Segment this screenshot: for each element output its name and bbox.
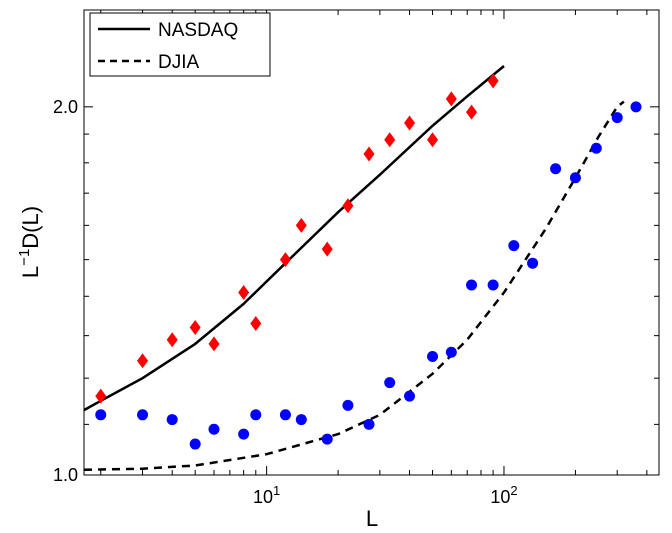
diamond-point: [137, 353, 149, 369]
circle-point: [95, 409, 107, 421]
circle-point: [630, 101, 642, 113]
circle-point: [342, 399, 354, 411]
diamond-point: [363, 146, 375, 162]
legend-nasdaq-label: NASDAQ: [158, 20, 238, 41]
circle-point: [166, 414, 178, 426]
circle-point: [569, 172, 581, 184]
circle-point: [404, 390, 416, 402]
data-points: [95, 73, 642, 450]
circle-point: [238, 428, 250, 440]
circle-point: [445, 346, 457, 358]
diamond-point: [208, 336, 220, 352]
x-tick-label: 102: [490, 483, 517, 507]
diamond-point: [487, 73, 499, 89]
diamond-point: [321, 241, 333, 257]
legend-box: [89, 12, 271, 77]
x-tick-label-base: 10: [490, 487, 510, 507]
x-tick-label-exp: 1: [273, 483, 280, 498]
legend: NASDAQ DJIA: [89, 12, 271, 77]
circle-point: [550, 163, 562, 175]
circle-point: [208, 423, 220, 435]
plot-frame: [83, 9, 660, 476]
circle-point: [590, 142, 602, 154]
diamond-point: [250, 316, 262, 332]
circle-point: [611, 112, 623, 124]
x-tick-label-exp: 2: [510, 483, 517, 498]
diamond-point: [166, 332, 178, 348]
axis-ticks: [84, 10, 659, 476]
y-axis-label-base: L: [18, 266, 43, 278]
diamond-point: [342, 198, 354, 214]
circle-point: [137, 409, 149, 421]
circle-point: [487, 279, 499, 291]
diamond-point: [238, 285, 250, 301]
diamond-point: [295, 217, 307, 233]
circle-point: [466, 279, 478, 291]
circle-point: [250, 409, 262, 421]
circle-point: [321, 433, 333, 445]
y-tick-label: 1.0: [53, 465, 78, 485]
circle-point: [508, 240, 520, 252]
diamond-point: [427, 132, 439, 148]
circle-point: [363, 418, 375, 430]
circle-point: [427, 350, 439, 362]
circle-point: [279, 409, 291, 421]
circle-point: [527, 257, 539, 269]
y-axis-label-rest: D(L): [18, 206, 43, 249]
diamond-point: [445, 91, 457, 107]
y-axis-label-sup: −1: [16, 249, 33, 266]
djia-curve: [83, 100, 625, 471]
diamond-point: [466, 104, 478, 120]
y-axis-label: L−1D(L): [16, 206, 43, 278]
fit-curves: [83, 65, 625, 471]
x-axis-label: L: [366, 506, 378, 531]
diamond-point: [384, 132, 396, 148]
diamond-point: [189, 320, 201, 336]
nasdaq-curve: [83, 65, 505, 412]
y-tick-label: 2.0: [53, 97, 78, 117]
circle-point: [384, 377, 396, 389]
diamond-point: [279, 252, 291, 268]
legend-djia-label: DJIA: [158, 52, 200, 73]
diamond-point: [95, 388, 107, 404]
circle-point: [295, 414, 307, 426]
x-tick-label-base: 10: [253, 487, 273, 507]
diamond-point: [404, 115, 416, 131]
x-tick-label: 101: [253, 483, 280, 507]
circle-point: [189, 438, 201, 450]
